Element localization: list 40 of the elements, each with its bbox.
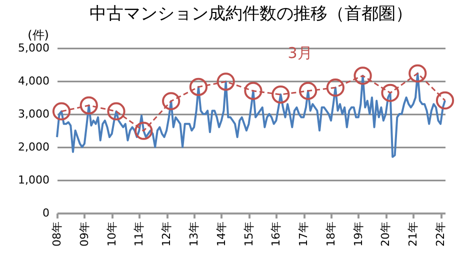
x-tick-label: 14年 [214,222,228,246]
point [436,91,454,110]
y-tick-label: 3,000 [18,108,50,120]
point [52,102,71,120]
x-tick-label: 17年 [297,222,310,246]
x-tick-label: 22年 [434,222,448,246]
y-tick-label: 5,000 [18,42,50,54]
point [80,96,98,114]
x-tick-label: 15年 [242,222,256,246]
y-axis-title: (件) [28,28,49,42]
x-tick-label: 20年 [379,222,392,246]
line-series [56,72,446,158]
point [408,64,427,82]
y-tick-label: 1,000 [18,174,50,186]
x-tick-label: 08年 [50,222,64,246]
x-tick-label: 18年 [324,222,338,246]
y-tick-label: 4,000 [18,74,50,88]
x-tick-label: 19年 [352,222,365,246]
point [272,85,290,104]
point [298,82,318,100]
point [244,82,262,100]
x-tick-label: 12年 [160,222,174,246]
x-tick-label: 13年 [188,222,201,246]
point [107,102,126,120]
y-tick-label: 0 [42,206,50,220]
x-tick-label: 10年 [105,222,118,246]
point [326,78,344,97]
point [381,84,400,102]
chart-title: 中古マンション成約件数の推移（首都圏） [90,4,412,24]
point [162,92,180,110]
point [134,122,153,140]
x-tick-label: 16年 [270,222,283,246]
y-tick-label: 2,000 [18,140,50,154]
x-tick-label: 11年 [132,222,146,246]
x-tick-label: 21年 [406,222,420,246]
point [216,72,235,91]
series-label: 3月 [288,44,312,62]
point [189,78,208,96]
point [354,66,372,85]
x-tick-label: 09年 [78,222,91,246]
